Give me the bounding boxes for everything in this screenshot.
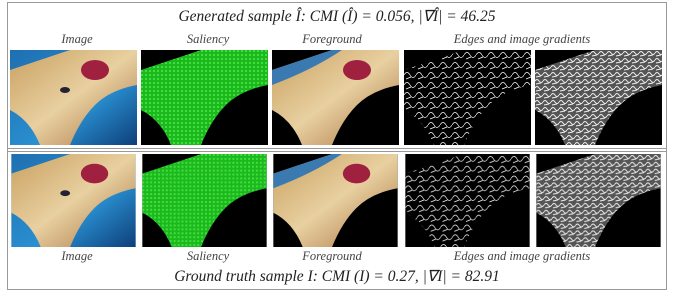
- foreground-panel: [272, 50, 399, 145]
- image-panel: [11, 154, 135, 247]
- row-ground-truth: [11, 154, 660, 247]
- column-label: Edges and image gradients: [453, 32, 591, 46]
- saliency-panel: [141, 50, 268, 145]
- foreground-panel: [273, 154, 397, 247]
- top-title: Generated sample Î: CMI (Î) = 0.056, |∇Î…: [178, 8, 495, 25]
- edges-panel: [405, 154, 529, 247]
- image-panel: [10, 50, 137, 145]
- row-generated: [10, 50, 662, 145]
- figure: Generated sample Î: CMI (Î) = 0.056, |∇Î…: [0, 0, 673, 292]
- gradients-panel: [536, 154, 660, 247]
- column-label: Image: [60, 249, 93, 263]
- edges-panel: [404, 50, 531, 145]
- gradients-panel: [535, 50, 662, 145]
- column-label: Saliency: [187, 249, 230, 263]
- column-label: Foreground: [301, 249, 362, 263]
- column-label: Foreground: [301, 32, 362, 46]
- saliency-panel: [142, 154, 266, 247]
- column-label: Edges and image gradients: [453, 249, 591, 263]
- bottom-title: Ground truth sample I: CMI (I) = 0.27, |…: [174, 268, 500, 285]
- column-label: Saliency: [187, 32, 230, 46]
- column-label: Image: [60, 32, 93, 46]
